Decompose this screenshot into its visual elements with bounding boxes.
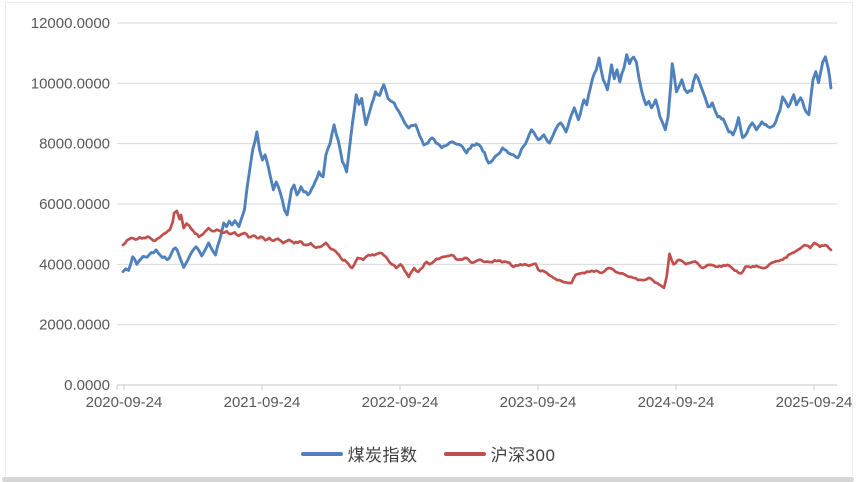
x-axis-tick-label: 2024-09-24 (638, 394, 715, 411)
series-line-coal-index (121, 53, 833, 274)
horizontal-scrollbar[interactable] (2, 477, 854, 482)
legend: 煤炭指数 沪深300 (0, 441, 856, 466)
legend-label-hs300: 沪深300 (490, 446, 556, 465)
y-axis-tick-label: 6000.0000 (39, 196, 110, 213)
legend-item-coal-index: 煤炭指数 (300, 441, 418, 466)
y-axis-tick-label: 2000.0000 (39, 317, 110, 334)
x-axis-tick-label: 2022-09-24 (362, 394, 439, 411)
legend-label-coal-index: 煤炭指数 (347, 446, 418, 465)
y-axis-tick-label: 0.0000 (64, 377, 110, 394)
legend-swatch-hs300 (443, 451, 486, 456)
legend-swatch-coal-index (300, 451, 343, 456)
x-axis-tick-label: 2023-09-24 (500, 394, 577, 411)
series-line-hs300 (121, 209, 833, 290)
y-axis-tick-label: 12000.0000 (31, 15, 110, 32)
y-axis-tick-label: 8000.0000 (39, 136, 110, 153)
x-axis-tick-label: 2021-09-24 (224, 394, 301, 411)
legend-item-hs300: 沪深300 (443, 441, 556, 466)
x-axis-tick-label: 2025-09-24 (776, 394, 853, 411)
y-axis-tick-label: 10000.0000 (31, 75, 110, 92)
y-axis-tick-label: 4000.0000 (39, 256, 110, 273)
x-axis-tick-label: 2020-09-24 (86, 394, 163, 411)
